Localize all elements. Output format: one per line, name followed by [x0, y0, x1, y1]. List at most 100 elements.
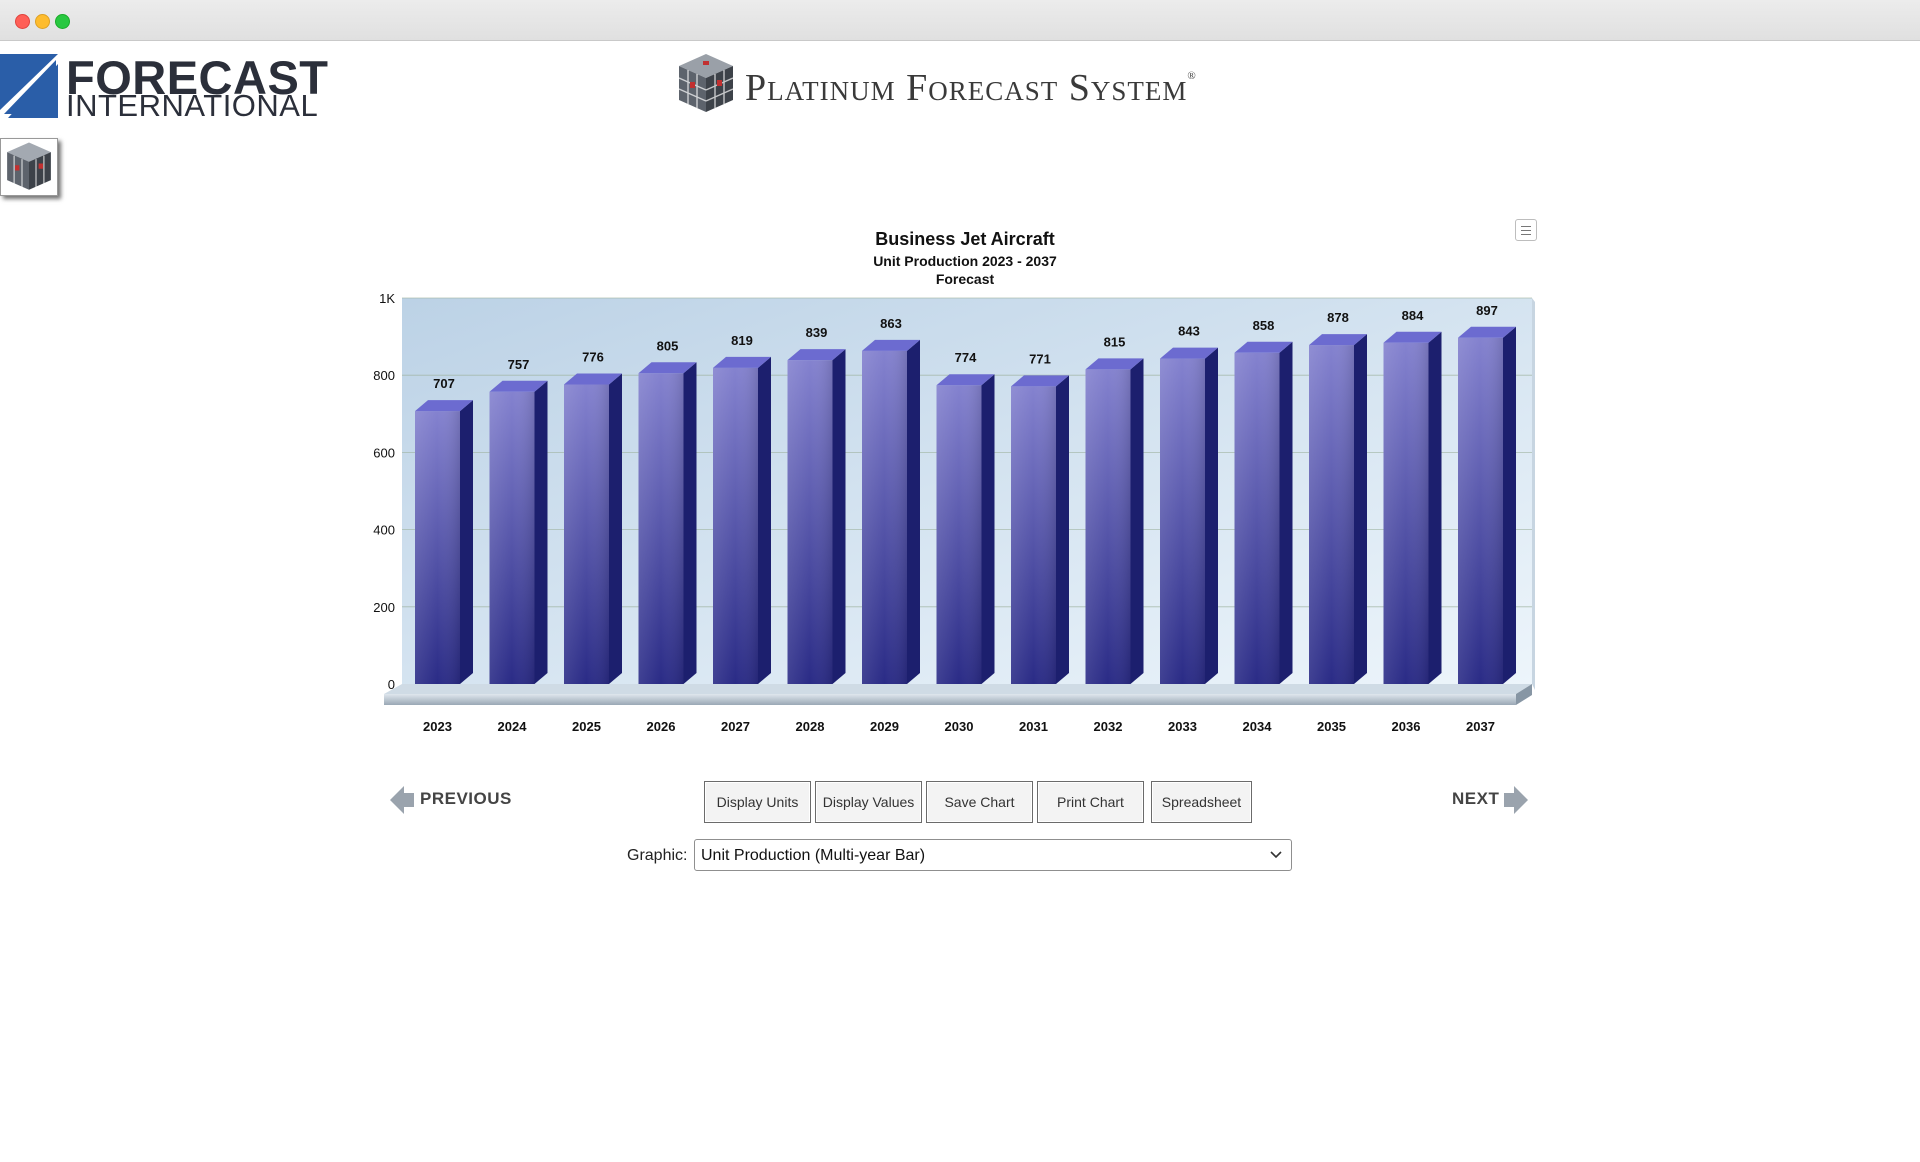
hamburger-menu-icon-line	[1521, 230, 1531, 231]
bar	[1383, 331, 1442, 684]
bar-front-shade	[489, 391, 535, 684]
next-button[interactable]: NEXT	[1448, 783, 1528, 815]
plot-right-edge	[1532, 298, 1535, 690]
bar	[638, 362, 697, 684]
bar-value-label: 815	[1104, 334, 1126, 349]
x-tick-label: 2037	[1466, 719, 1495, 734]
x-tick-label: 2031	[1019, 719, 1048, 734]
bar-side	[1130, 358, 1144, 684]
bar-front-shade	[1458, 337, 1503, 684]
platinum-cube-icon	[678, 54, 734, 112]
bar	[1458, 326, 1516, 684]
graphic-label: Graphic:	[627, 847, 688, 864]
chart-menu-button[interactable]	[1515, 219, 1537, 241]
bar-value-label: 884	[1402, 308, 1424, 323]
bar-side	[1279, 341, 1293, 684]
bar-top	[1458, 326, 1516, 338]
bar-top	[862, 339, 920, 351]
bar	[1309, 334, 1367, 684]
system-title: Platinum Forecast System®	[745, 66, 1197, 110]
window-maximize-button[interactable]	[55, 14, 70, 29]
bar-side	[1056, 375, 1069, 684]
bar-value-label: 839	[806, 325, 828, 340]
x-tick-label: 2026	[647, 719, 676, 734]
display-values-button[interactable]: Display Values	[815, 781, 922, 823]
bar-value-label: 863	[880, 316, 902, 331]
window-minimize-button[interactable]	[35, 14, 50, 29]
bar-front-shade	[787, 360, 833, 684]
bar-side	[1205, 347, 1218, 684]
x-tick-label: 2030	[945, 719, 974, 734]
bar-side	[1428, 331, 1442, 684]
y-tick-label: 600	[373, 445, 395, 460]
bar-front-shade	[1309, 345, 1354, 684]
bar-value-label: 757	[508, 357, 530, 372]
bar-side	[460, 400, 473, 684]
bar-value-label: 843	[1178, 324, 1200, 339]
bar-top	[1011, 375, 1069, 387]
bar-value-label: 771	[1029, 351, 1051, 366]
bar-value-label: 858	[1253, 318, 1275, 333]
bar-side	[609, 373, 622, 684]
x-tick-label: 2029	[870, 719, 899, 734]
spreadsheet-button[interactable]: Spreadsheet	[1151, 781, 1252, 823]
window-close-button[interactable]	[15, 14, 30, 29]
graphic-selected-value: Unit Production (Multi-year Bar)	[701, 847, 926, 864]
bar-side	[534, 380, 548, 684]
platinum-forecast-system-header: Platinum Forecast System®	[675, 52, 1275, 122]
bar-front-shade	[862, 350, 907, 684]
bar-front-shade	[638, 373, 684, 684]
bar-front-shade	[1234, 352, 1280, 684]
previous-label: PREVIOUS	[420, 789, 512, 808]
save-chart-button[interactable]: Save Chart	[926, 781, 1033, 823]
side-cube-thumbnail[interactable]	[0, 138, 58, 196]
bar-top	[1383, 331, 1442, 343]
display-units-button[interactable]: Display Units	[704, 781, 811, 823]
bar-value-label: 897	[1476, 303, 1498, 318]
bar-value-label: 805	[657, 338, 679, 353]
y-tick-label: 1K	[379, 291, 395, 306]
forecast-international-logo-icon	[0, 54, 58, 118]
bar-side	[832, 349, 846, 684]
x-tick-label: 2033	[1168, 719, 1197, 734]
bar	[489, 380, 548, 684]
bar-side	[1503, 326, 1516, 684]
x-tick-label: 2036	[1392, 719, 1421, 734]
bar-front-shade	[1085, 369, 1131, 684]
chart-floor-front	[384, 694, 1516, 705]
previous-button[interactable]: PREVIOUS	[390, 783, 520, 815]
hamburger-menu-icon-line	[1521, 234, 1531, 235]
bar-top	[787, 349, 846, 361]
arrow-right-icon	[1504, 786, 1528, 814]
bar-top	[489, 380, 548, 392]
bar-top	[564, 373, 622, 385]
x-tick-label: 2027	[721, 719, 750, 734]
x-tick-label: 2025	[572, 719, 601, 734]
bar	[713, 356, 771, 684]
unit-production-bar-chart: Business Jet Aircraft Unit Production 202…	[373, 229, 1535, 734]
bar-front-shade	[713, 367, 758, 684]
bar-value-label: 878	[1327, 310, 1349, 325]
bar	[862, 339, 920, 684]
bar-value-label: 774	[955, 350, 977, 365]
bar-top	[936, 374, 995, 386]
brand-name-line2: INTERNATIONAL	[66, 88, 319, 123]
bar	[1011, 375, 1069, 684]
x-tick-label: 2023	[423, 719, 452, 734]
chart-subtitle: Unit Production 2023 - 2037	[873, 253, 1057, 269]
bar	[936, 374, 995, 684]
bar-side	[1354, 334, 1367, 684]
x-tick-label: 2035	[1317, 719, 1346, 734]
print-chart-button[interactable]: Print Chart	[1037, 781, 1144, 823]
forecast-international-logo[interactable]: FORECAST INTERNATIONAL	[0, 51, 330, 123]
hamburger-menu-icon-line	[1521, 226, 1531, 227]
y-tick-label: 400	[373, 523, 395, 538]
system-title-text: Platinum Forecast System	[745, 67, 1188, 109]
y-tick-label: 200	[373, 600, 395, 615]
bar-front-shade	[1011, 386, 1056, 684]
graphic-select[interactable]: Unit Production (Multi-year Bar)	[694, 839, 1292, 871]
bar-front-shade	[1383, 342, 1429, 684]
bar-front-shade	[415, 411, 460, 684]
bar-value-label: 707	[433, 376, 455, 391]
bar-front-shade	[936, 385, 982, 684]
